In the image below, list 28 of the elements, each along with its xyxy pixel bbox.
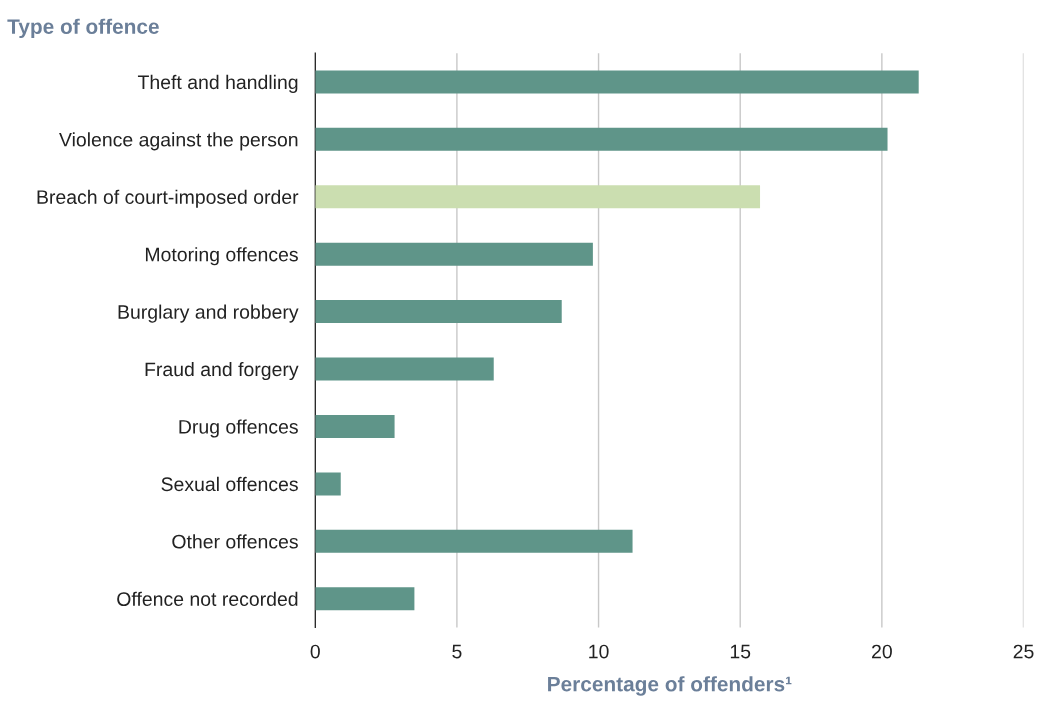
y-tick-label: Fraud and forgery	[145, 361, 299, 381]
bar	[315, 357, 494, 381]
bar	[315, 70, 919, 94]
y-tick-label: Motoring offences	[145, 247, 298, 266]
y-tick-label: Theft and handling	[137, 74, 298, 93]
x-axis-title: Percentage of offenders¹	[548, 676, 792, 696]
bar	[315, 185, 761, 209]
y-tick-label: Offence not recorded	[117, 591, 298, 606]
y-tick-label: Burglary and robbery	[118, 304, 299, 323]
x-tick-label: 10	[589, 644, 609, 659]
bar	[315, 127, 888, 151]
y-tick-label: Breach of court-imposed order	[37, 189, 299, 208]
x-tick-label: 15	[730, 644, 751, 659]
y-tick-label: Sexual offences	[161, 476, 298, 492]
text: Type of offence	[7, 18, 159, 39]
bar	[315, 242, 593, 266]
x-tick-label: 25	[1013, 644, 1034, 659]
bar	[315, 300, 562, 324]
x-tick-label: 5	[452, 644, 462, 659]
bar	[315, 414, 395, 438]
y-tick-label: Drug offences	[179, 419, 298, 438]
x-tick-label: 20	[872, 644, 892, 659]
bar	[315, 472, 341, 496]
y-tick-label: Other offences	[172, 534, 298, 549]
bar	[315, 587, 415, 611]
bar	[315, 529, 633, 553]
x-tick-label: 0	[310, 644, 320, 659]
y-tick-label: Violence against the person	[59, 132, 298, 151]
